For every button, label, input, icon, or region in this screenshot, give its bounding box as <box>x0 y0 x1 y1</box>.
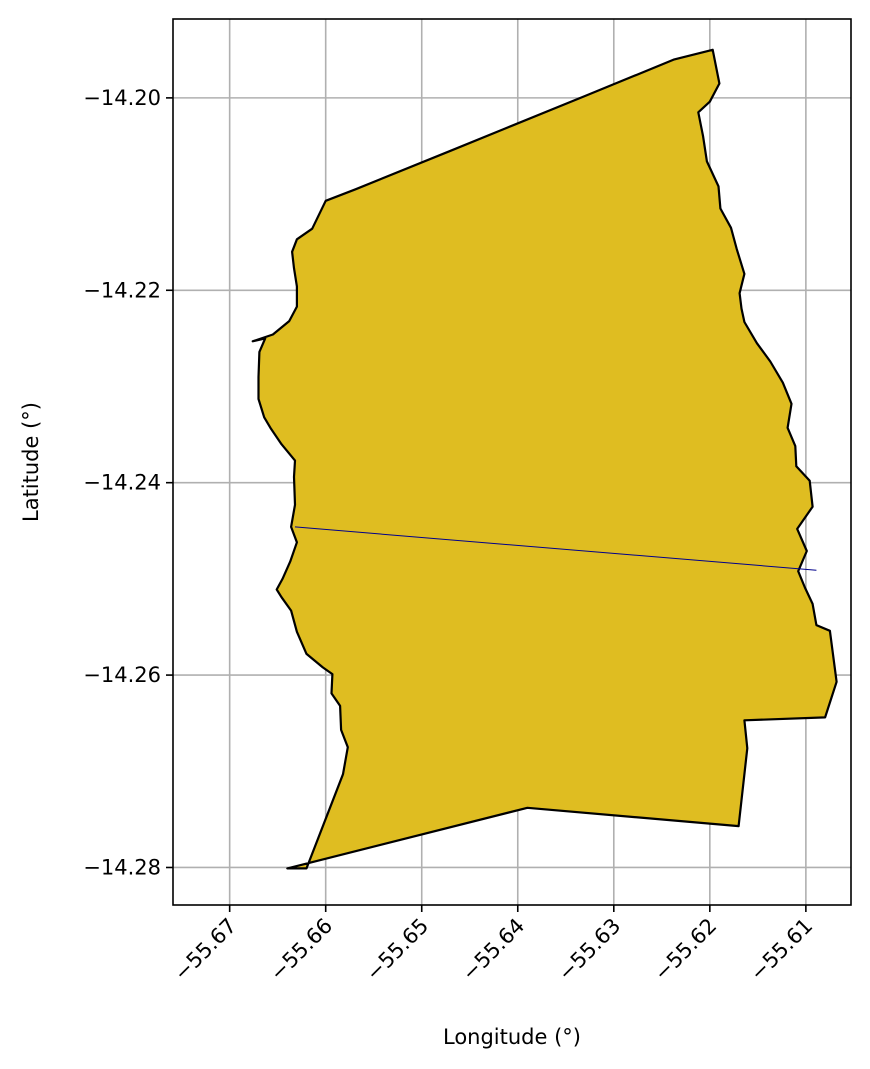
y-tick-label: −14.22 <box>83 278 161 302</box>
x-tick-label: −55.63 <box>553 914 625 986</box>
x-tick-label: −55.66 <box>265 914 337 986</box>
y-axis-label: Latitude (°) <box>19 402 43 522</box>
x-tick-label: −55.61 <box>745 914 817 986</box>
x-tick-label: −55.62 <box>649 914 721 986</box>
y-tick-label: −14.28 <box>83 855 161 879</box>
river-line <box>294 526 817 571</box>
x-tick-label: −55.65 <box>361 914 433 986</box>
y-tick-label: −14.20 <box>83 86 161 110</box>
y-tick-label: −14.24 <box>83 471 161 495</box>
region-polygon <box>251 48 838 870</box>
map-layer <box>251 48 838 870</box>
x-ticks-group: −55.67 −55.66 −55.65 −55.64 −55.63 −55.62 −55.… <box>169 905 817 985</box>
y-tick-label: −14.26 <box>83 663 161 687</box>
x-tick-label: −55.67 <box>169 914 241 986</box>
x-axis-label: Longitude (°) <box>443 1025 581 1049</box>
y-ticks-group: −14.20 −14.22 −14.24 −14.26 −14.28 <box>83 86 173 879</box>
x-tick-label: −55.64 <box>457 914 529 986</box>
plot-frame <box>172 18 852 906</box>
